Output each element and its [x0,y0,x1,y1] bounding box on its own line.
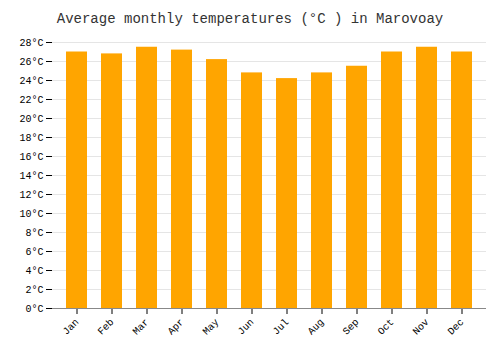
svg-text:14°C: 14°C [19,171,43,182]
svg-text:10°C: 10°C [19,209,43,220]
svg-text:Jun: Jun [236,317,257,338]
svg-text:4°C: 4°C [25,266,43,277]
svg-text:Dec: Dec [446,317,467,338]
svg-text:Jul: Jul [271,317,292,338]
svg-text:28°C: 28°C [19,38,43,49]
svg-text:20°C: 20°C [19,114,43,125]
html-text:Average monthly temperatures (: Average monthly temperatures (°C ) in Ma… [56,11,444,27]
svg-text:Feb: Feb [96,317,117,338]
svg-text:Aug: Aug [306,317,327,338]
svg-text:Apr: Apr [166,317,187,338]
svg-text:6°C: 6°C [25,247,43,258]
svg-text:May: May [201,317,222,338]
svg-text:16°C: 16°C [19,152,43,163]
svg-text:12°C: 12°C [19,190,43,201]
svg-text:22°C: 22°C [19,95,43,106]
svg-text:2°C: 2°C [25,285,43,296]
svg-text:Mar: Mar [131,317,152,338]
svg-text:18°C: 18°C [19,133,43,144]
svg-text:Jan: Jan [61,317,82,338]
svg-text:Sep: Sep [341,317,362,338]
svg-text:26°C: 26°C [19,57,43,68]
svg-text:Oct: Oct [376,317,397,338]
svg-text:8°C: 8°C [25,228,43,239]
svg-text:0°C: 0°C [25,304,43,315]
svg-text:Nov: Nov [411,317,432,338]
svg-text:24°C: 24°C [19,76,43,87]
